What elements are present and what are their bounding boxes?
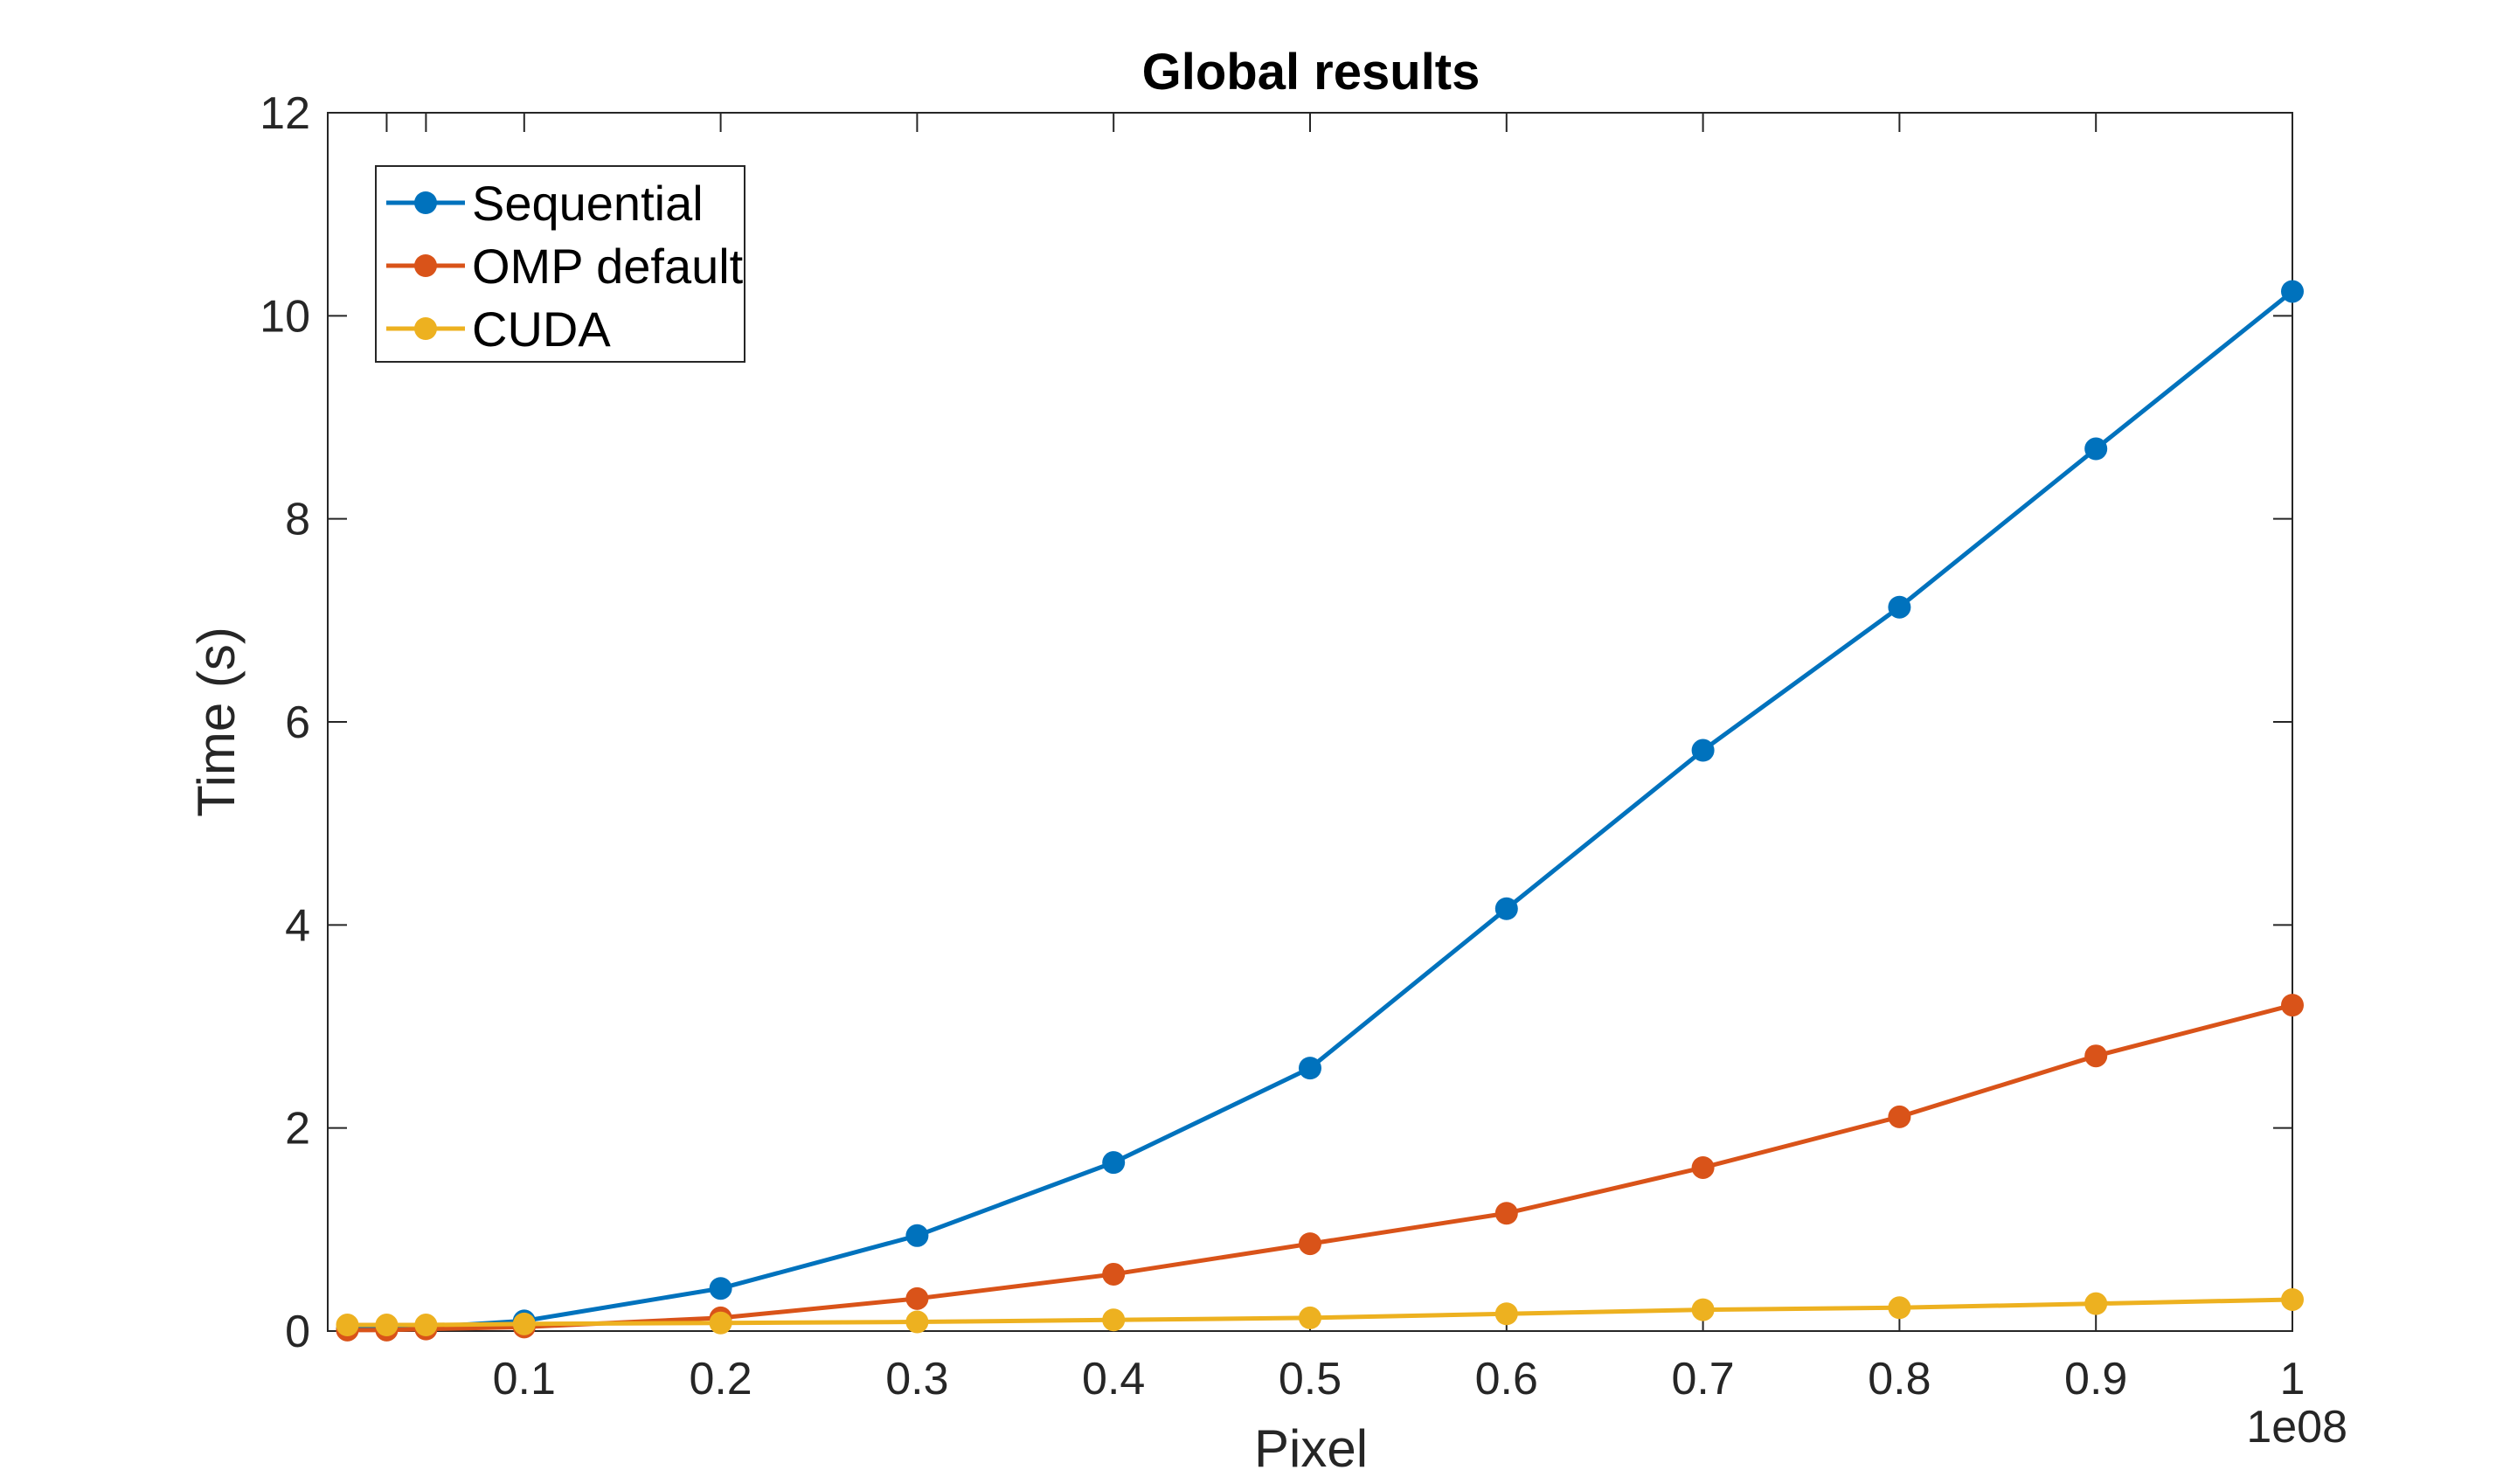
- data-point: [1888, 1105, 1911, 1128]
- data-point: [1299, 1232, 1321, 1256]
- data-point: [905, 1310, 929, 1334]
- series-cuda: [336, 1287, 2304, 1337]
- x-axis: 0.1 0.2 0.3 0.4 0.5 0.6 0.7 0.8 0.9 1: [385, 113, 2306, 1404]
- data-point: [512, 1312, 536, 1335]
- data-point: [1691, 1155, 1715, 1179]
- data-point: [1299, 1057, 1321, 1080]
- data-point: [905, 1224, 929, 1247]
- data-point: [905, 1286, 929, 1310]
- x-tick-label: 0.6: [1475, 1354, 1538, 1404]
- x-tick-label: 0.5: [1279, 1354, 1342, 1404]
- data-point: [2281, 994, 2304, 1017]
- data-point: [1102, 1262, 1126, 1286]
- series-layer: [336, 280, 2304, 1342]
- x-tick-label: 0.2: [689, 1354, 752, 1404]
- y-tick-label: 12: [260, 88, 310, 139]
- data-point: [2084, 1292, 2108, 1315]
- legend-label: Sequential: [472, 176, 704, 231]
- x-tick-label: 0.7: [1671, 1354, 1734, 1404]
- legend-marker: [414, 317, 437, 340]
- data-point: [1299, 1306, 1321, 1329]
- y-axis-label: Time (s): [187, 627, 246, 817]
- data-point: [1691, 739, 1715, 762]
- chart-title: Global results: [1142, 44, 1480, 101]
- data-point: [1102, 1308, 1126, 1332]
- data-point: [2084, 1044, 2108, 1068]
- x-tick-label: 0.1: [493, 1354, 556, 1404]
- x-tick-label: 0.3: [885, 1354, 948, 1404]
- y-tick-label: 10: [260, 291, 310, 342]
- data-point: [1888, 595, 1911, 619]
- data-point: [2084, 437, 2108, 461]
- y-tick-label: 8: [285, 495, 310, 545]
- y-tick-label: 0: [285, 1307, 310, 1357]
- x-tick-label: 1: [2280, 1354, 2306, 1404]
- data-point: [1102, 1151, 1126, 1175]
- data-point: [1494, 897, 1518, 920]
- data-point: [2281, 1287, 2304, 1311]
- x-exponent-label: 1e08: [2246, 1402, 2347, 1453]
- y-tick-label: 4: [285, 900, 310, 951]
- legend-marker: [414, 254, 437, 277]
- x-axis-label: Pixel: [1254, 1419, 1368, 1478]
- legend-label: OMP default: [472, 239, 744, 294]
- x-tick-label: 0.4: [1082, 1354, 1145, 1404]
- data-point: [1888, 1296, 1911, 1320]
- data-point: [1494, 1202, 1518, 1225]
- data-point: [2281, 280, 2304, 303]
- legend-label: CUDA: [472, 302, 611, 357]
- data-point: [709, 1277, 732, 1300]
- data-point: [1691, 1298, 1715, 1321]
- data-point: [375, 1314, 399, 1337]
- y-axis: 0 2 4 6 8 10 12: [260, 88, 2292, 1357]
- data-point: [414, 1314, 438, 1337]
- legend-marker: [414, 191, 437, 214]
- y-tick-label: 6: [285, 697, 310, 748]
- y-tick-label: 2: [285, 1104, 310, 1155]
- data-point: [336, 1314, 359, 1337]
- x-tick-label: 0.9: [2064, 1354, 2127, 1404]
- data-point: [1494, 1302, 1518, 1326]
- x-tick-label: 0.8: [1868, 1354, 1931, 1404]
- legend: Sequential OMP default CUDA: [375, 165, 745, 363]
- data-point: [709, 1311, 732, 1335]
